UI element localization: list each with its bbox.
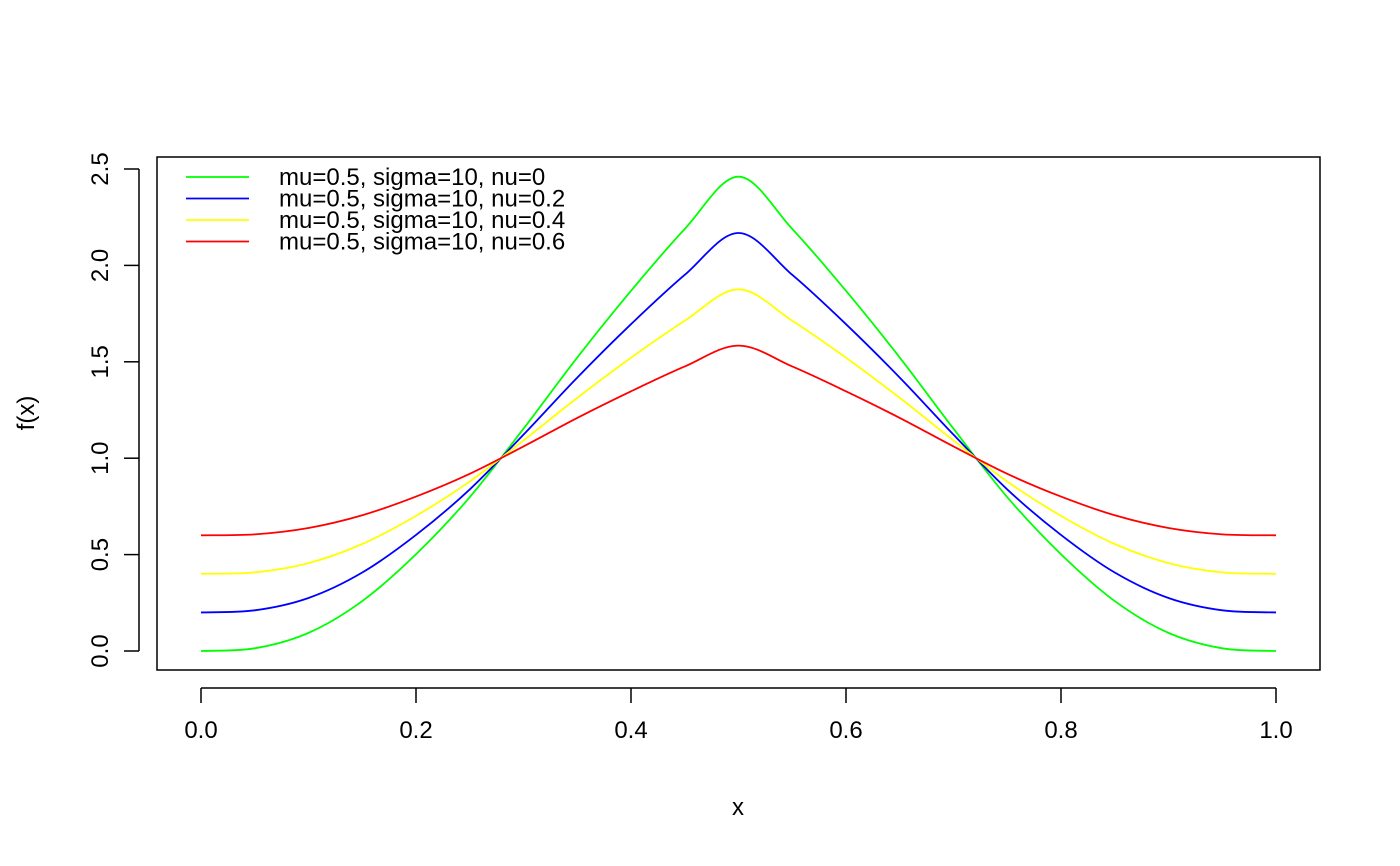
- y-axis-title: f(x): [13, 396, 40, 431]
- series-line-2: [200, 232, 1277, 614]
- series-line-1: [200, 175, 1277, 652]
- series-line-3: [200, 288, 1277, 575]
- x-tick-label: 0.8: [1044, 717, 1077, 744]
- y-tick-label: 2.5: [87, 152, 114, 185]
- legend-label-2: mu=0.5, sigma=10, nu=0.2: [279, 186, 565, 213]
- y-tick-label: 0.5: [87, 538, 114, 571]
- x-tick-label: 0.4: [614, 717, 647, 744]
- x-axis: 0.0 0.2 0.4 0.6 0.8 1.0: [184, 687, 1293, 744]
- legend-label-1: mu=0.5, sigma=10, nu=0: [279, 164, 545, 191]
- y-tick-label: 1.5: [87, 345, 114, 378]
- x-axis-title: x: [732, 794, 744, 821]
- legend: mu=0.5, sigma=10, nu=0mu=0.5, sigma=10, …: [186, 164, 565, 256]
- y-tick-label: 0.0: [87, 634, 114, 667]
- x-tick-label: 1.0: [1259, 717, 1292, 744]
- y-tick-label: 2.0: [87, 249, 114, 282]
- legend-label-4: mu=0.5, sigma=10, nu=0.6: [279, 229, 565, 256]
- series-line-4: [200, 344, 1277, 537]
- y-tick-label: 1.0: [87, 442, 114, 475]
- x-tick-label: 0.6: [829, 717, 862, 744]
- x-tick-label: 0.2: [399, 717, 432, 744]
- legend-label-3: mu=0.5, sigma=10, nu=0.4: [279, 207, 565, 234]
- y-axis: 0.0 0.5 1.0 1.5 2.0 2.5: [87, 152, 140, 668]
- plot-frame: [156, 156, 1321, 671]
- series-layer: [200, 175, 1277, 652]
- x-tick-label: 0.0: [184, 717, 217, 744]
